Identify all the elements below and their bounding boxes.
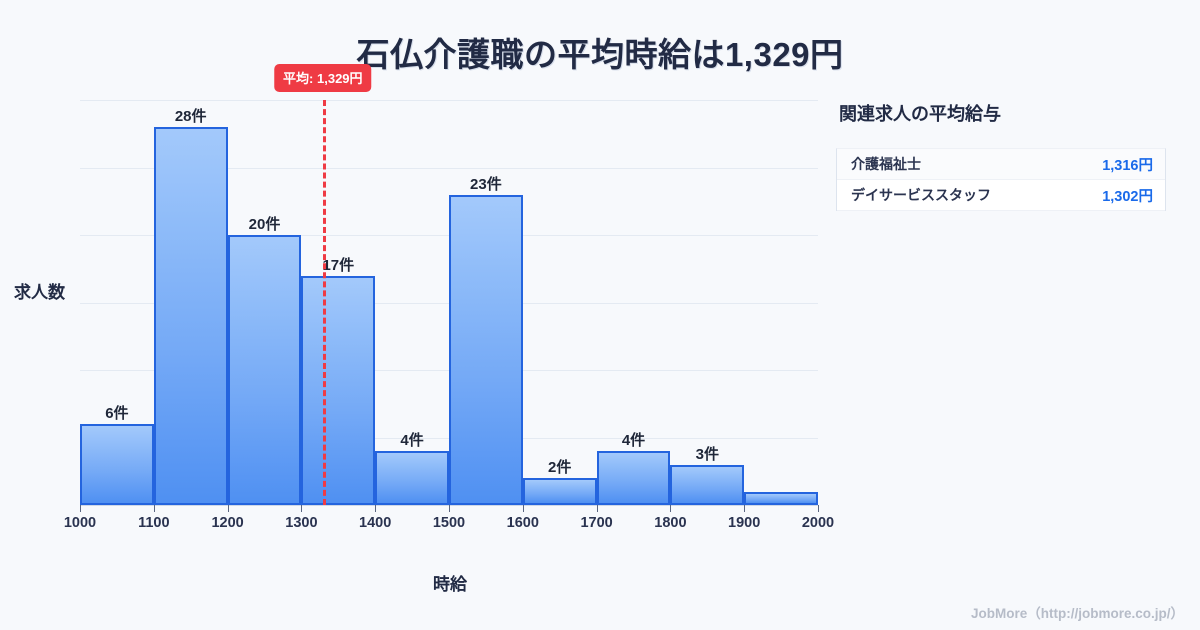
bar [596, 451, 671, 505]
x-axis-tick-label: 1600 [506, 515, 539, 531]
bar-value-label: 17件 [322, 256, 355, 274]
related-job-salary: 1,302円 [1102, 188, 1153, 205]
gridline [80, 100, 818, 101]
x-axis-tick [227, 505, 229, 512]
bar [375, 451, 449, 505]
average-dashed-line [322, 100, 326, 505]
bar-value-label: 6件 [105, 405, 129, 422]
related-jobs-panel: 関連求人の平均給与 介護福祉士 1,316円デイサービススタッフ 1,302円 [836, 100, 1166, 211]
x-axis-tick [670, 505, 672, 512]
x-axis-tick [596, 505, 598, 512]
bar [670, 464, 745, 505]
x-axis-tick-label: 1300 [285, 515, 318, 531]
average-badge: 平均: 1,329円 [274, 64, 372, 92]
bar [153, 127, 228, 505]
x-axis-tick-label: 2000 [801, 515, 835, 531]
x-axis-tick [818, 505, 819, 512]
x-axis-tick-label: 1200 [211, 515, 244, 531]
bar-value-label: 28件 [174, 108, 207, 125]
bar-value-label: 23件 [470, 175, 502, 193]
related-jobs-table: 介護福祉士 1,316円デイサービススタッフ 1,302円 [836, 148, 1166, 211]
bar-value-label: 4件 [621, 432, 646, 449]
x-axis-tick-label: 1100 [138, 515, 170, 531]
x-axis-tick-label: 1900 [728, 515, 761, 531]
bar-value-label: 4件 [400, 432, 424, 449]
bar-value-label: 2件 [548, 459, 572, 476]
related-job-name: デイサービススタッフ [851, 187, 991, 203]
x-axis-label: 時給 [433, 575, 467, 594]
plot-area: 6件 28件 20件 17件 4件 23件 2件 4件 3件 1000 1100 1200 1300 1… [64, 64, 834, 531]
x-axis-tick [375, 505, 377, 512]
related-job-name: 介護福祉士 [851, 156, 921, 172]
related-job-row[interactable]: デイサービススタッフ 1,302円 [837, 180, 1165, 211]
x-axis-tick-label: 1400 [359, 515, 392, 531]
related-job-row[interactable]: 介護福祉士 1,316円 [837, 149, 1165, 180]
x-axis-tick [301, 505, 303, 512]
footer-credit: JobMore（http://jobmore.co.jp/） [971, 606, 1184, 621]
related-job-salary: 1,316円 [1102, 157, 1153, 174]
bar-value-label: 20件 [248, 216, 281, 233]
x-axis-tick-label: 1700 [580, 515, 613, 531]
bar-value-label: 3件 [695, 445, 719, 463]
x-axis-tick [153, 505, 155, 512]
bar [80, 424, 154, 505]
bar [449, 194, 523, 505]
x-axis-tick [449, 505, 450, 512]
gridline [80, 167, 818, 169]
x-axis-tick-label: 1500 [432, 515, 466, 531]
x-axis-tick-label: 1800 [654, 515, 687, 531]
page-title: 石仏介護職の平均時給は1,329円 [356, 36, 844, 73]
bar [301, 275, 376, 505]
x-axis-tick [522, 505, 524, 512]
x-axis-tick [744, 505, 746, 512]
related-jobs-title: 関連求人の平均給与 [839, 104, 1001, 124]
x-axis-tick-label: 1000 [63, 515, 97, 531]
x-axis-tick [80, 505, 81, 512]
bar [744, 491, 818, 505]
histogram-chart: 求人数 6件 28件 20件 17件 4件 23件 2件 4件 3件 1000 1100 1200 1… [14, 64, 834, 594]
bar [522, 478, 597, 505]
y-axis-label: 求人数 [14, 283, 65, 302]
bar [227, 235, 302, 505]
